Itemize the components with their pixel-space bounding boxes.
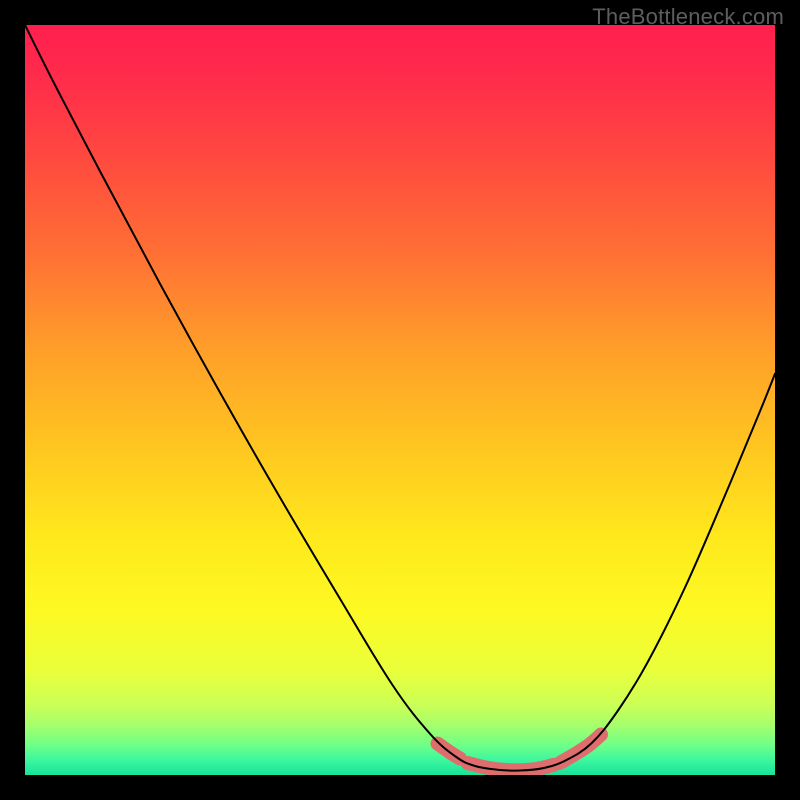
watermark-text: TheBottleneck.com [592,4,784,30]
highlight-group [438,735,602,771]
plot-area [25,25,775,775]
bottleneck-curve [25,25,775,771]
curve-layer [25,25,775,775]
